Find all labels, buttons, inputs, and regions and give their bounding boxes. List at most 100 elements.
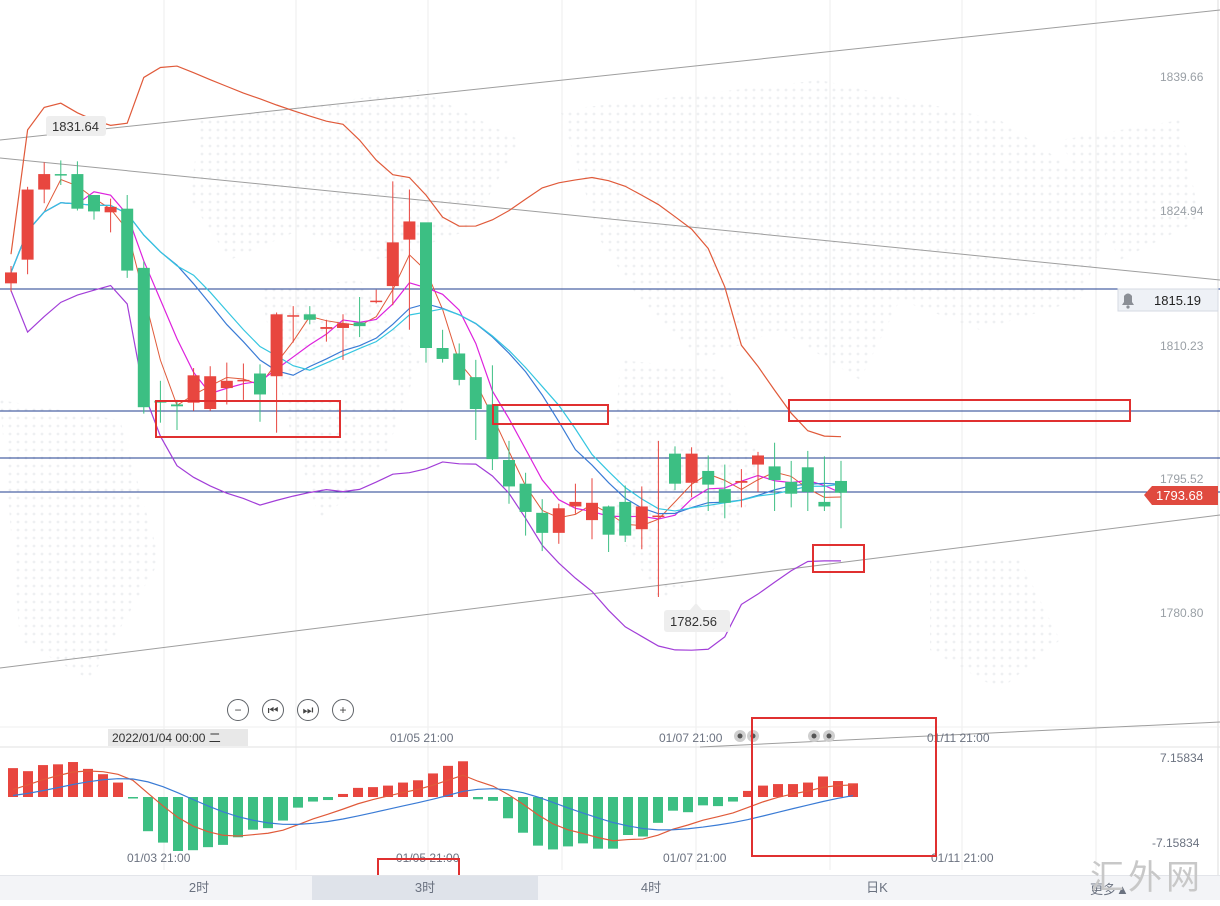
macd-bar: [773, 784, 783, 797]
macd-bar: [38, 765, 48, 797]
macd-bar: [173, 797, 183, 851]
candle: [254, 364, 266, 422]
crosshair-date-box: [108, 729, 248, 746]
macd-bar: [653, 797, 663, 823]
step-forward-button[interactable]: ⏭: [297, 699, 319, 721]
candle: [669, 446, 681, 491]
candle: [519, 472, 532, 536]
macd-bar: [638, 797, 648, 837]
step-back-icon: ⏮: [267, 702, 279, 717]
macd-bar: [83, 768, 93, 797]
macd-bar: [833, 781, 843, 797]
candle: [835, 460, 847, 529]
candle: [121, 195, 134, 278]
candle: [270, 312, 283, 433]
candle: [619, 485, 632, 542]
macd-bar: [398, 782, 408, 797]
macd-bar: [98, 774, 108, 797]
time-tick: 01/07 21:00: [663, 851, 727, 865]
macd-bar: [593, 797, 603, 849]
time-tick: 01/11 21:00: [927, 731, 990, 745]
annotations: [155, 399, 1131, 896]
macd-bar: [698, 797, 708, 806]
macd-bar: [473, 797, 483, 800]
low-marker: 1782.56: [664, 603, 730, 632]
price-tick: 1810.23: [1160, 339, 1204, 353]
candle: [685, 447, 698, 498]
time-tick: 01/07 21:00: [659, 731, 723, 745]
candle: [453, 343, 466, 386]
alert-price-tag[interactable]: 1815.19: [1117, 288, 1219, 312]
zoom-in-icon: +: [339, 703, 347, 717]
candle: [785, 460, 798, 508]
candlestick-series: [5, 160, 847, 597]
zoom-out-button[interactable]: −: [227, 699, 249, 721]
candle: [635, 486, 648, 550]
svg-text:1782.56: 1782.56: [670, 614, 717, 629]
horizontal-lines: [0, 288, 1220, 493]
macd-bar: [458, 761, 468, 797]
step-back-button[interactable]: ⏮: [262, 699, 284, 721]
macd-bar: [413, 780, 423, 797]
candle: [436, 329, 449, 363]
candle: [104, 198, 117, 233]
time-tick: 01/05 21:00: [390, 731, 454, 745]
price-tick: 1839.66: [1160, 70, 1204, 84]
candle: [204, 366, 217, 411]
macd-bar: [743, 790, 753, 797]
tab-daily[interactable]: 日K: [866, 880, 888, 895]
more-button[interactable]: 更多▲: [1090, 882, 1129, 897]
candle: [220, 362, 233, 405]
macd-axis-top: 7.15834: [1160, 751, 1204, 765]
macd-bar: [758, 785, 768, 797]
candle: [54, 160, 67, 186]
macd-bar: [443, 765, 453, 797]
zoom-in-button[interactable]: +: [332, 699, 354, 721]
candle: [21, 186, 34, 275]
macd-axis: 7.15834 -7.15834: [1152, 751, 1204, 850]
macd-bar: [53, 764, 63, 797]
macd-bar: [68, 762, 78, 797]
candle: [88, 195, 100, 220]
vertical-gridlines: [163, 0, 1219, 875]
macd-bar: [848, 783, 858, 797]
watermark-logo: 汇外网: [1090, 858, 1204, 898]
macd-bar: [533, 797, 543, 846]
macd-bar: [143, 797, 153, 832]
macd-bar: [563, 797, 573, 847]
candle: [752, 451, 764, 492]
tab-2h[interactable]: 2时: [188, 880, 210, 895]
macd-bar: [383, 785, 393, 797]
candle: [768, 442, 781, 512]
macd-bar: [368, 787, 378, 797]
macd-bar: [308, 797, 318, 802]
candle: [552, 503, 565, 544]
macd-bar: [623, 797, 633, 835]
annotation-box: [751, 717, 937, 857]
current-price-tag: 1793.68: [1144, 486, 1218, 505]
candle: [303, 306, 316, 325]
candle: [569, 483, 582, 514]
trendline-upper-channel: [0, 9, 1220, 141]
trendlines: [0, 9, 1220, 748]
bell-icon[interactable]: [1122, 293, 1134, 309]
map-texture: [0, 80, 1200, 690]
macd-bar: [278, 797, 288, 821]
macd-bar: [293, 797, 303, 808]
annotation-box: [155, 400, 341, 438]
macd-bar: [353, 787, 363, 797]
macd-bar: [503, 797, 513, 819]
macd-bar: [113, 782, 123, 797]
price-tick: 1795.52: [1160, 472, 1204, 486]
tab-3h[interactable]: 3时: [312, 876, 538, 900]
candle: [337, 314, 349, 360]
annotation-box: [492, 404, 609, 425]
candle: [71, 161, 84, 211]
tab-4h[interactable]: 4时: [640, 880, 662, 895]
candle: [137, 261, 150, 414]
candle: [586, 478, 598, 540]
crosshair-date: 2022/01/04 00:00 二: [112, 731, 221, 745]
event-markers[interactable]: [734, 730, 835, 742]
macd-bar: [713, 797, 723, 807]
